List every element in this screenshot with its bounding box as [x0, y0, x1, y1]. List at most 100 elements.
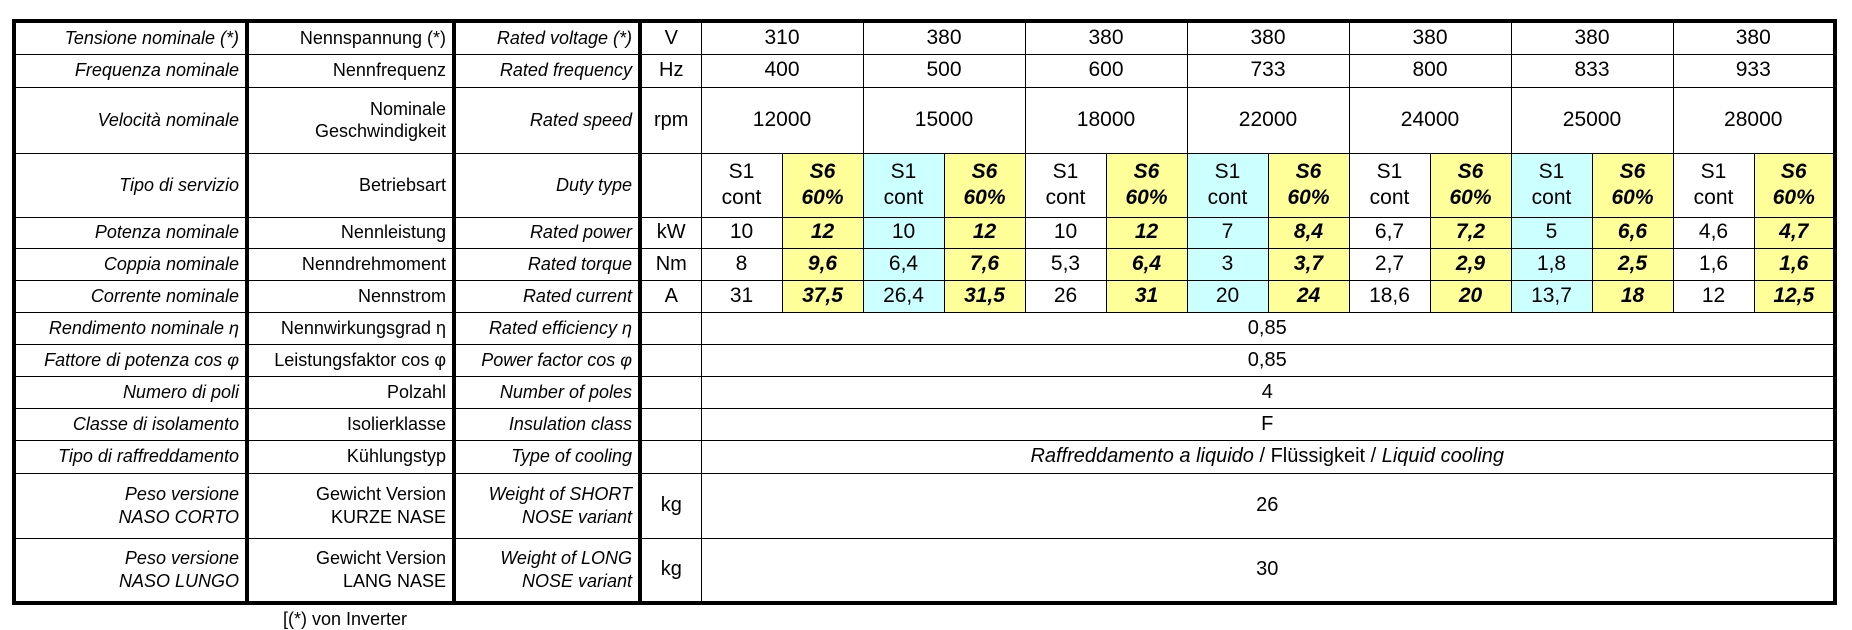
value-frequency: 733 [1186, 53, 1350, 88]
duty-s6-text: S6 [971, 159, 998, 183]
label-en: Rated speed [453, 86, 642, 154]
value-voltage: 380 [862, 20, 1026, 55]
row-insulation: Classe di isolamento Isolierklasse Insulat… [13, 407, 1836, 441]
label-de-text: Geschwindigkeit [314, 121, 446, 141]
value-current-s6-text: 37,5 [802, 283, 843, 307]
label-de: Isolierklasse [246, 407, 456, 441]
value-torque-s1-text: 1,8 [1536, 251, 1567, 275]
value-speed-text: 22000 [1238, 107, 1298, 131]
duty-s6-text: 60% [1611, 186, 1654, 209]
value-current-s1: 26 [1024, 279, 1107, 313]
duty-s1-text: cont [721, 186, 762, 209]
value-current-s1-text: 20 [1215, 283, 1240, 307]
value-power-s1-text: 10 [891, 220, 916, 244]
value-current-s6: 24 [1267, 279, 1350, 313]
value-frequency: 600 [1024, 53, 1188, 88]
value-power-s1: 7 [1186, 216, 1269, 249]
label-en: Weight of LONG NOSE variant [453, 537, 642, 604]
duty-s1-text: cont [1693, 186, 1734, 209]
duty-s1: S1 cont [700, 152, 783, 218]
row-cooling: Tipo di raffreddamento Kühlungstyp Type of… [13, 439, 1836, 474]
value-torque-s1-text: 3 [1221, 251, 1234, 275]
label-it-text: NASO LUNGO [118, 570, 239, 591]
label-de-text: Leistungsfaktor cos φ [274, 349, 446, 370]
duty-s6-text: S6 [1295, 159, 1322, 183]
unit-text: V [664, 26, 678, 49]
value-speed-text: 15000 [914, 107, 974, 131]
value-torque-s6: 2,5 [1591, 247, 1674, 281]
value-power-s1: 6,7 [1348, 216, 1431, 249]
row-current: Corrente nominale Nennstrom Rated current A… [13, 279, 1836, 313]
duty-s1-text: cont [1207, 186, 1248, 209]
label-en: Rated power [453, 216, 642, 249]
label-de-text: Gewicht Version [315, 548, 446, 569]
motor-spec-table: Tensione nominale (*) Nennspannung (*) Rat… [12, 19, 1837, 605]
value-power-s1: 10 [862, 216, 945, 249]
label-de-text: Betriebsart [358, 174, 446, 195]
duty-s6-text: 60% [1125, 186, 1168, 209]
value-current-s6: 20 [1429, 279, 1512, 313]
label-de: Betriebsart [246, 152, 456, 218]
label-en: Power factor cos φ [453, 343, 642, 377]
value-current-s1: 26,4 [862, 279, 945, 313]
value-power-s1: 10 [700, 216, 783, 249]
value-weight_long-text: 30 [1256, 558, 1279, 581]
value-speed: 12000 [700, 86, 864, 154]
value-torque-s6: 7,6 [943, 247, 1026, 281]
label-it: Rendimento nominale η [13, 311, 249, 345]
duty-s6: S6 60% [943, 152, 1026, 218]
value-torque-s1: 5,3 [1024, 247, 1107, 281]
value-torque-s6-text: 3,7 [1293, 251, 1324, 275]
value-power-s6-text: 4,7 [1779, 220, 1809, 244]
label-en-text: Type of cooling [511, 446, 632, 467]
label-en: Rated torque [453, 247, 642, 281]
label-it-text: Fattore di potenza cos φ [44, 349, 239, 370]
duty-s1-text: S1 [728, 159, 755, 183]
value-insulation: F [700, 407, 1836, 441]
duty-s1: S1 cont [1348, 152, 1431, 218]
label-en-text: Rated speed [529, 109, 632, 130]
value-poles: 4 [700, 375, 1836, 409]
label-it: Potenza nominale [13, 216, 249, 249]
value-current-s1: 12 [1672, 279, 1755, 313]
value-weight_long: 30 [700, 537, 1836, 604]
value-current-s6: 37,5 [781, 279, 864, 313]
label-en-text: Rated frequency [499, 60, 632, 81]
value-current-s6-text: 31 [1134, 283, 1159, 307]
label-it-text: Coppia nominale [103, 253, 239, 274]
value-torque-s1-text: 1,6 [1698, 251, 1729, 275]
value-frequency-text: 500 [926, 58, 962, 82]
label-en-text: Weight of LONG [500, 548, 632, 569]
row-power: Potenza nominale Nennleistung Rated power k… [13, 216, 1836, 249]
unit-text: A [664, 284, 678, 307]
value-current-s6-text: 18 [1620, 283, 1645, 307]
unit: Nm [639, 247, 702, 281]
duty-s6: S6 60% [781, 152, 864, 218]
unit-text: Hz [659, 59, 684, 81]
value-power-s6: 6,6 [1591, 216, 1674, 249]
value-current-s6-text: 31,5 [964, 283, 1005, 307]
value-frequency-text: 600 [1088, 58, 1124, 82]
value-power-s6-text: 12 [810, 220, 835, 244]
label-it: Fattore di potenza cos φ [13, 343, 249, 377]
value-voltage: 380 [1672, 20, 1836, 55]
label-de: Nominale Geschwindigkeit [246, 86, 456, 154]
value-power-s6-text: 12 [1134, 220, 1159, 244]
value-current-s1-text: 26,4 [883, 283, 924, 307]
unit: Hz [639, 53, 702, 88]
row-torque: Coppia nominale Nenndrehmoment Rated torqu… [13, 247, 1836, 281]
value-voltage: 380 [1348, 20, 1512, 55]
cooling-v_it: Raffreddamento a liquido [1030, 445, 1254, 467]
duty-s6-text: 60% [1772, 186, 1815, 209]
duty-s1: S1 cont [862, 152, 945, 218]
unit [639, 311, 702, 345]
label-it: Tipo di raffreddamento [13, 439, 249, 474]
label-de-text: Nennstrom [357, 285, 446, 306]
value-voltage-text: 380 [1088, 26, 1124, 50]
row-poles: Numero di poli Polzahl Number of poles 4 [13, 375, 1836, 409]
label-it-text: Velocità nominale [97, 109, 239, 130]
value-torque-s6-text: 7,6 [969, 251, 1000, 275]
label-it-text: Tipo di servizio [119, 174, 239, 195]
label-de-text: Nominale [369, 98, 446, 119]
unit: kW [639, 216, 702, 249]
